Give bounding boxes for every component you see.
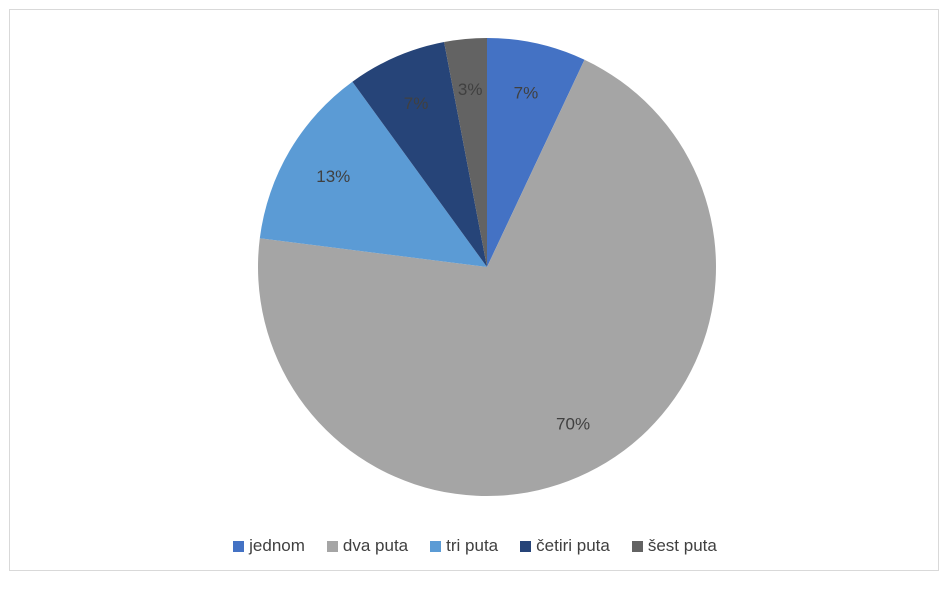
pie-slice-dva-puta bbox=[257, 59, 716, 497]
chart-area: 7% 70% 13% 7% 3% bbox=[9, 9, 939, 571]
legend-label: tri puta bbox=[446, 536, 499, 555]
legend-item-četiri-puta: četiri puta bbox=[520, 536, 610, 556]
legend-item-jednom: jednom bbox=[233, 536, 305, 556]
legend-item-tri-puta: tri puta bbox=[430, 536, 498, 556]
pie-chart: 7% 70% 13% 7% 3% bbox=[257, 38, 716, 497]
data-label-šest-puta: 3% bbox=[458, 80, 483, 99]
chart-legend: jednom dva puta tri puta četiri puta šest pu… bbox=[0, 536, 950, 556]
legend-item-dva-puta: dva puta bbox=[326, 536, 409, 556]
legend-label: jednom bbox=[249, 536, 305, 555]
pie-slice-četiri-puta bbox=[352, 42, 487, 268]
data-label-jednom: 7% bbox=[514, 84, 539, 103]
legend-swatch bbox=[233, 540, 245, 552]
pie-slice-jednom bbox=[487, 38, 585, 267]
legend-label: šest puta bbox=[647, 536, 717, 555]
legend-label: četiri puta bbox=[536, 536, 610, 555]
legend-item-šest-puta: šest puta bbox=[631, 536, 717, 556]
legend-swatch bbox=[430, 540, 442, 552]
legend-label: dva puta bbox=[342, 536, 409, 555]
pie-slice-šest-puta bbox=[444, 38, 487, 267]
data-label-dva-puta: 70% bbox=[556, 415, 590, 434]
data-label-tri-puta: 13% bbox=[316, 167, 350, 186]
data-label-četiri-puta: 7% bbox=[404, 94, 429, 113]
legend-swatch bbox=[326, 540, 338, 552]
legend-swatch bbox=[631, 540, 643, 552]
legend-swatch bbox=[520, 540, 532, 552]
pie-slice-tri-puta bbox=[259, 81, 487, 267]
